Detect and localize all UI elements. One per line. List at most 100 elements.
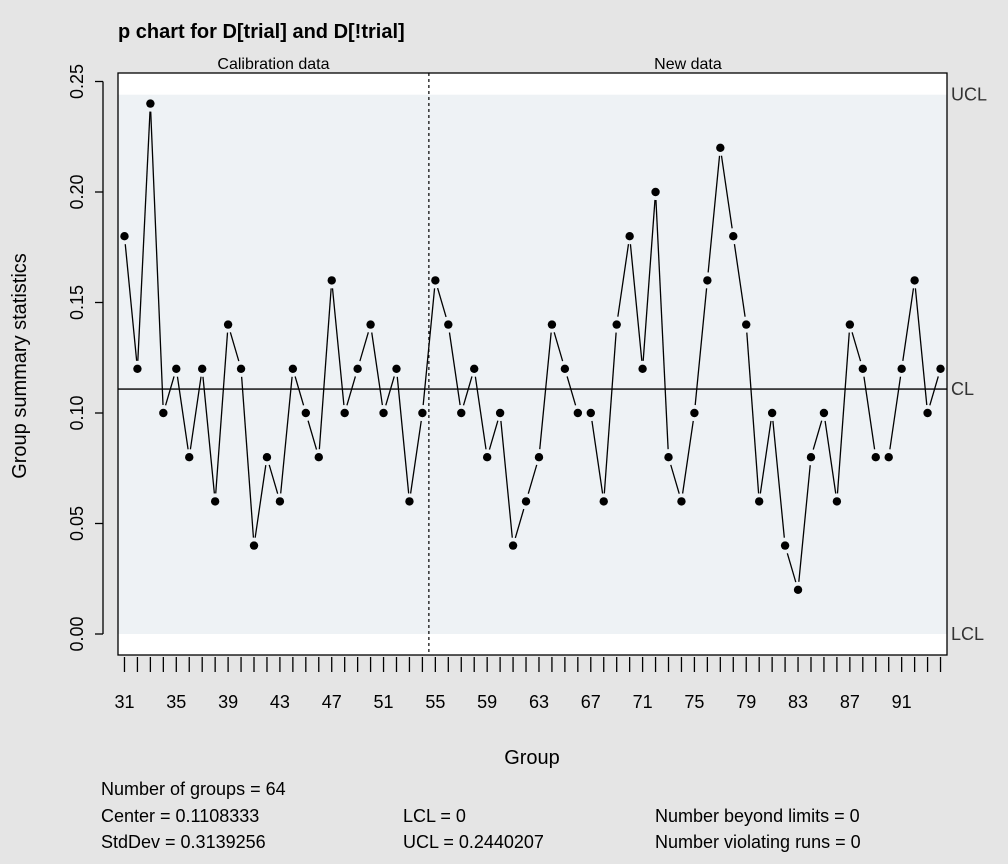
data-point (806, 453, 816, 462)
data-point (780, 541, 790, 550)
x-tick-label: 43 (270, 692, 290, 712)
x-tick-label: 83 (788, 692, 808, 712)
series-segment (371, 332, 384, 406)
data-point (431, 276, 440, 285)
data-point (936, 364, 945, 373)
data-point (508, 541, 518, 550)
series-segment (359, 332, 369, 362)
series-segment (176, 376, 189, 450)
data-point (664, 453, 673, 462)
series-segment (268, 464, 279, 494)
y-tick-label: 0.10 (67, 395, 87, 430)
series-segment (514, 508, 525, 539)
cl-label: CL (951, 379, 974, 399)
series-segment (500, 420, 513, 538)
series-segment (681, 420, 694, 494)
data-point (819, 408, 829, 418)
data-point (236, 364, 246, 373)
data-point (832, 497, 842, 506)
series-segment (150, 111, 164, 406)
data-point (651, 187, 660, 197)
data-point (405, 497, 414, 506)
y-tick-label: 0.25 (67, 64, 87, 99)
series-segment (746, 332, 760, 494)
series-segment (720, 155, 733, 229)
y-axis-title: Group summary statistics (9, 253, 31, 479)
series-segment (280, 376, 293, 494)
data-point (534, 453, 544, 462)
control-limits-region (118, 94, 947, 635)
series-segment (215, 332, 229, 494)
data-point (677, 497, 686, 506)
series-segment (824, 420, 837, 494)
series-segment (396, 376, 410, 494)
x-axis-title: Group (504, 747, 560, 769)
x-tick-label: 67 (581, 692, 601, 712)
series-segment (851, 332, 862, 362)
data-point (742, 320, 751, 329)
data-point (133, 364, 142, 373)
data-point (729, 232, 738, 241)
series-segment (527, 464, 538, 494)
data-point (884, 453, 893, 462)
data-point (210, 497, 220, 506)
data-point (223, 320, 233, 329)
ucl-label: UCL (951, 85, 987, 105)
series-segment (914, 288, 928, 406)
data-point (340, 408, 349, 418)
data-point (482, 453, 492, 462)
data-point (185, 453, 194, 462)
data-point (521, 497, 531, 506)
series-segment (318, 288, 332, 450)
series-segment (902, 288, 915, 361)
data-point (379, 408, 388, 418)
series-segment (863, 376, 876, 450)
x-tick-label: 59 (477, 692, 497, 712)
x-tick-label: 39 (218, 692, 238, 712)
y-tick-label: 0.15 (67, 285, 87, 320)
series-segment (566, 376, 577, 406)
x-tick-label: 87 (840, 692, 860, 712)
data-point (793, 585, 803, 594)
data-point (495, 408, 505, 418)
series-segment (655, 199, 669, 450)
data-point (638, 364, 647, 373)
chart-title: p chart for D[trial] and D[!trial] (118, 21, 405, 43)
series-segment (254, 465, 267, 538)
series-segment (707, 155, 721, 273)
data-point (444, 320, 453, 329)
region-label-calibration: Calibration data (217, 56, 329, 73)
series-segment (929, 376, 939, 406)
series-segment (229, 332, 240, 362)
x-tick-label: 79 (736, 692, 756, 712)
series-segment (786, 553, 797, 583)
series-segment (694, 288, 708, 406)
data-point (288, 364, 298, 373)
x-tick-label: 31 (114, 692, 134, 712)
data-point (120, 232, 129, 241)
series-segment (591, 420, 604, 494)
x-tick-label: 55 (425, 692, 445, 712)
series-segment (642, 199, 656, 361)
series-segment (124, 244, 138, 361)
y-axis: 0.00 0.05 0.10 0.15 0.20 0.25 (67, 64, 104, 652)
y-tick-label: 0.05 (67, 506, 87, 541)
series-segment (889, 376, 902, 450)
series-segment (553, 332, 564, 362)
x-tick-label: 51 (374, 692, 394, 712)
series-segment (772, 420, 785, 538)
series-segment (812, 420, 823, 450)
data-point (599, 497, 608, 506)
series-segment (385, 376, 395, 406)
series-segment (189, 376, 202, 450)
series-segment (603, 332, 617, 494)
data-point (470, 364, 479, 373)
data-point (767, 408, 777, 418)
data-point (418, 408, 427, 418)
series-segment (346, 376, 357, 406)
series-segment (617, 244, 630, 317)
data-point (690, 408, 699, 418)
x-tick-label: 91 (892, 692, 912, 712)
series-segment (629, 244, 643, 361)
